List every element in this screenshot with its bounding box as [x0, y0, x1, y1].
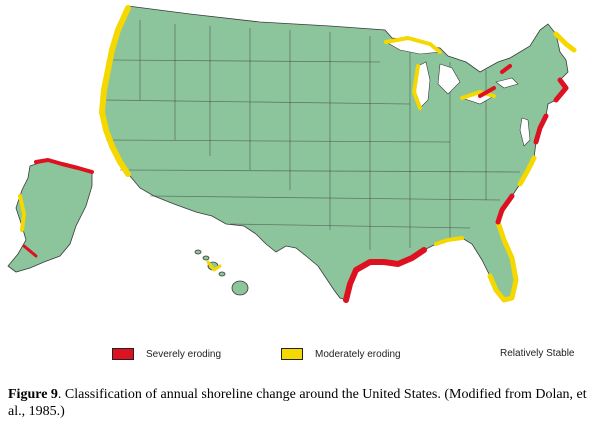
legend-item-moderate: Moderately eroding	[281, 348, 401, 360]
moderate-label: Moderately eroding	[315, 348, 401, 360]
map-legend: Severely eroding Moderately eroding Rela…	[0, 348, 601, 368]
contiguous-us	[101, 5, 569, 301]
caption-text: . Classification of annual shoreline cha…	[8, 387, 587, 419]
legend-item-stable: Relatively Stable	[500, 348, 574, 359]
legend-item-severe: Severely eroding	[112, 348, 221, 360]
severe-swatch	[112, 348, 134, 360]
stable-label: Relatively Stable	[500, 348, 575, 359]
figure-caption: Figure 9. Classification of annual shore…	[8, 386, 593, 420]
us-shoreline-map	[7, 5, 577, 303]
state-boundaries	[103, 20, 521, 250]
hawaii	[194, 249, 249, 296]
moderate-swatch	[281, 348, 303, 360]
chesapeake-bay	[519, 117, 531, 147]
alaska	[7, 159, 93, 273]
figure-label: Figure 9	[8, 387, 58, 402]
severe-label: Severely eroding	[146, 348, 222, 360]
moderately-eroding-segments	[18, 5, 577, 303]
severely-eroding-segments	[22, 64, 569, 303]
